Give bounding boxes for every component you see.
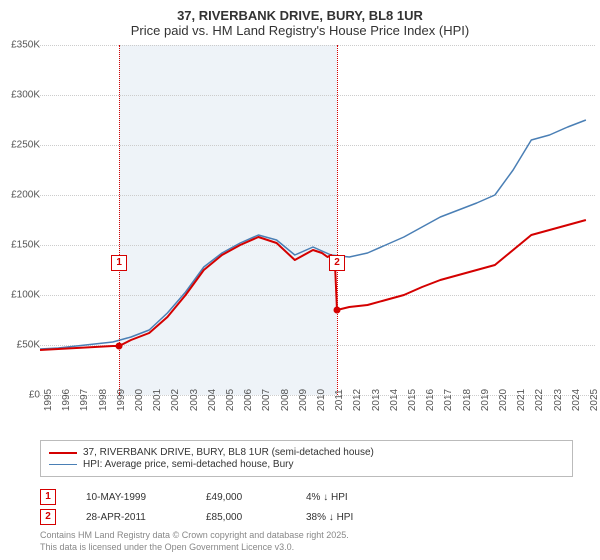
series-hpi bbox=[40, 120, 586, 349]
x-axis-label: 2019 bbox=[480, 389, 491, 411]
x-axis-label: 2006 bbox=[243, 389, 254, 411]
legend-row: 37, RIVERBANK DRIVE, BURY, BL8 1UR (semi… bbox=[49, 447, 564, 458]
x-axis-label: 2003 bbox=[189, 389, 200, 411]
x-axis-label: 2004 bbox=[207, 389, 218, 411]
sale-date: 28-APR-2011 bbox=[86, 512, 176, 523]
sale-table: 1 10-MAY-1999 £49,000 4% ↓ HPI 2 28-APR-2011 £… bbox=[40, 485, 396, 529]
x-axis-label: 2022 bbox=[534, 389, 545, 411]
x-axis-label: 2011 bbox=[334, 389, 345, 411]
x-axis-label: 1997 bbox=[79, 389, 90, 411]
x-axis-label: 1998 bbox=[98, 389, 109, 411]
sale-marker-dot bbox=[333, 307, 340, 314]
sale-marker-badge: 1 bbox=[111, 255, 127, 271]
x-axis-label: 2014 bbox=[389, 389, 400, 411]
x-axis-label: 2020 bbox=[498, 389, 509, 411]
sale-price: £49,000 bbox=[206, 492, 276, 503]
y-axis-label: £100K bbox=[11, 290, 40, 301]
y-axis-label: £150K bbox=[11, 240, 40, 251]
chart-container: 37, RIVERBANK DRIVE, BURY, BL8 1UR Price… bbox=[0, 0, 600, 560]
sale-row: 1 10-MAY-1999 £49,000 4% ↓ HPI bbox=[40, 489, 396, 505]
sale-marker-line bbox=[337, 45, 338, 395]
x-axis-label: 2013 bbox=[371, 389, 382, 411]
series-property bbox=[40, 220, 586, 350]
footer-line2: This data is licensed under the Open Gov… bbox=[40, 542, 349, 554]
title-address: 37, RIVERBANK DRIVE, BURY, BL8 1UR bbox=[0, 8, 600, 23]
x-axis-label: 1995 bbox=[43, 389, 54, 411]
y-axis-label: £200K bbox=[11, 190, 40, 201]
x-axis-label: 2008 bbox=[280, 389, 291, 411]
title-subtitle: Price paid vs. HM Land Registry's House … bbox=[0, 23, 600, 38]
legend-swatch bbox=[49, 464, 77, 465]
sale-row: 2 28-APR-2011 £85,000 38% ↓ HPI bbox=[40, 509, 396, 525]
legend-label: HPI: Average price, semi-detached house,… bbox=[83, 459, 293, 470]
legend-swatch bbox=[49, 452, 77, 454]
legend-box: 37, RIVERBANK DRIVE, BURY, BL8 1UR (semi… bbox=[40, 440, 573, 477]
x-axis-label: 2007 bbox=[261, 389, 272, 411]
x-axis-label: 2017 bbox=[443, 389, 454, 411]
x-axis-label: 2021 bbox=[516, 389, 527, 411]
x-axis-label: 2009 bbox=[298, 389, 309, 411]
x-axis-label: 2005 bbox=[225, 389, 236, 411]
sale-diff: 38% ↓ HPI bbox=[306, 512, 396, 523]
y-axis-label: £50K bbox=[17, 340, 40, 351]
plot-region: 12 bbox=[40, 45, 595, 395]
y-axis-label: £300K bbox=[11, 90, 40, 101]
y-axis-label: £350K bbox=[11, 40, 40, 51]
x-axis-label: 2024 bbox=[571, 389, 582, 411]
y-axis-label: £250K bbox=[11, 140, 40, 151]
x-axis-label: 2012 bbox=[352, 389, 363, 411]
sale-badge: 1 bbox=[40, 489, 56, 505]
x-axis-label: 2010 bbox=[316, 389, 327, 411]
x-axis-label: 2016 bbox=[425, 389, 436, 411]
x-axis-label: 1996 bbox=[61, 389, 72, 411]
sale-marker-dot bbox=[116, 343, 123, 350]
x-axis-label: 2001 bbox=[152, 389, 163, 411]
series-svg bbox=[40, 45, 595, 395]
legend-row: HPI: Average price, semi-detached house,… bbox=[49, 459, 564, 470]
x-axis-label: 2018 bbox=[462, 389, 473, 411]
x-axis-label: 1999 bbox=[116, 389, 127, 411]
x-axis-label: 2000 bbox=[134, 389, 145, 411]
legend-label: 37, RIVERBANK DRIVE, BURY, BL8 1UR (semi… bbox=[83, 447, 374, 458]
footer-attribution: Contains HM Land Registry data © Crown c… bbox=[40, 530, 349, 553]
x-axis-label: 2015 bbox=[407, 389, 418, 411]
sale-marker-badge: 2 bbox=[329, 255, 345, 271]
sale-date: 10-MAY-1999 bbox=[86, 492, 176, 503]
footer-line1: Contains HM Land Registry data © Crown c… bbox=[40, 530, 349, 542]
sale-diff: 4% ↓ HPI bbox=[306, 492, 396, 503]
x-axis-label: 2002 bbox=[170, 389, 181, 411]
y-axis-label: £0 bbox=[29, 390, 40, 401]
title-block: 37, RIVERBANK DRIVE, BURY, BL8 1UR Price… bbox=[0, 0, 600, 40]
x-axis-label: 2023 bbox=[553, 389, 564, 411]
sale-badge: 2 bbox=[40, 509, 56, 525]
x-axis-label: 2025 bbox=[589, 389, 600, 411]
sale-price: £85,000 bbox=[206, 512, 276, 523]
chart-area: 12 £0£50K£100K£150K£200K£250K£300K£350K1… bbox=[0, 40, 600, 430]
